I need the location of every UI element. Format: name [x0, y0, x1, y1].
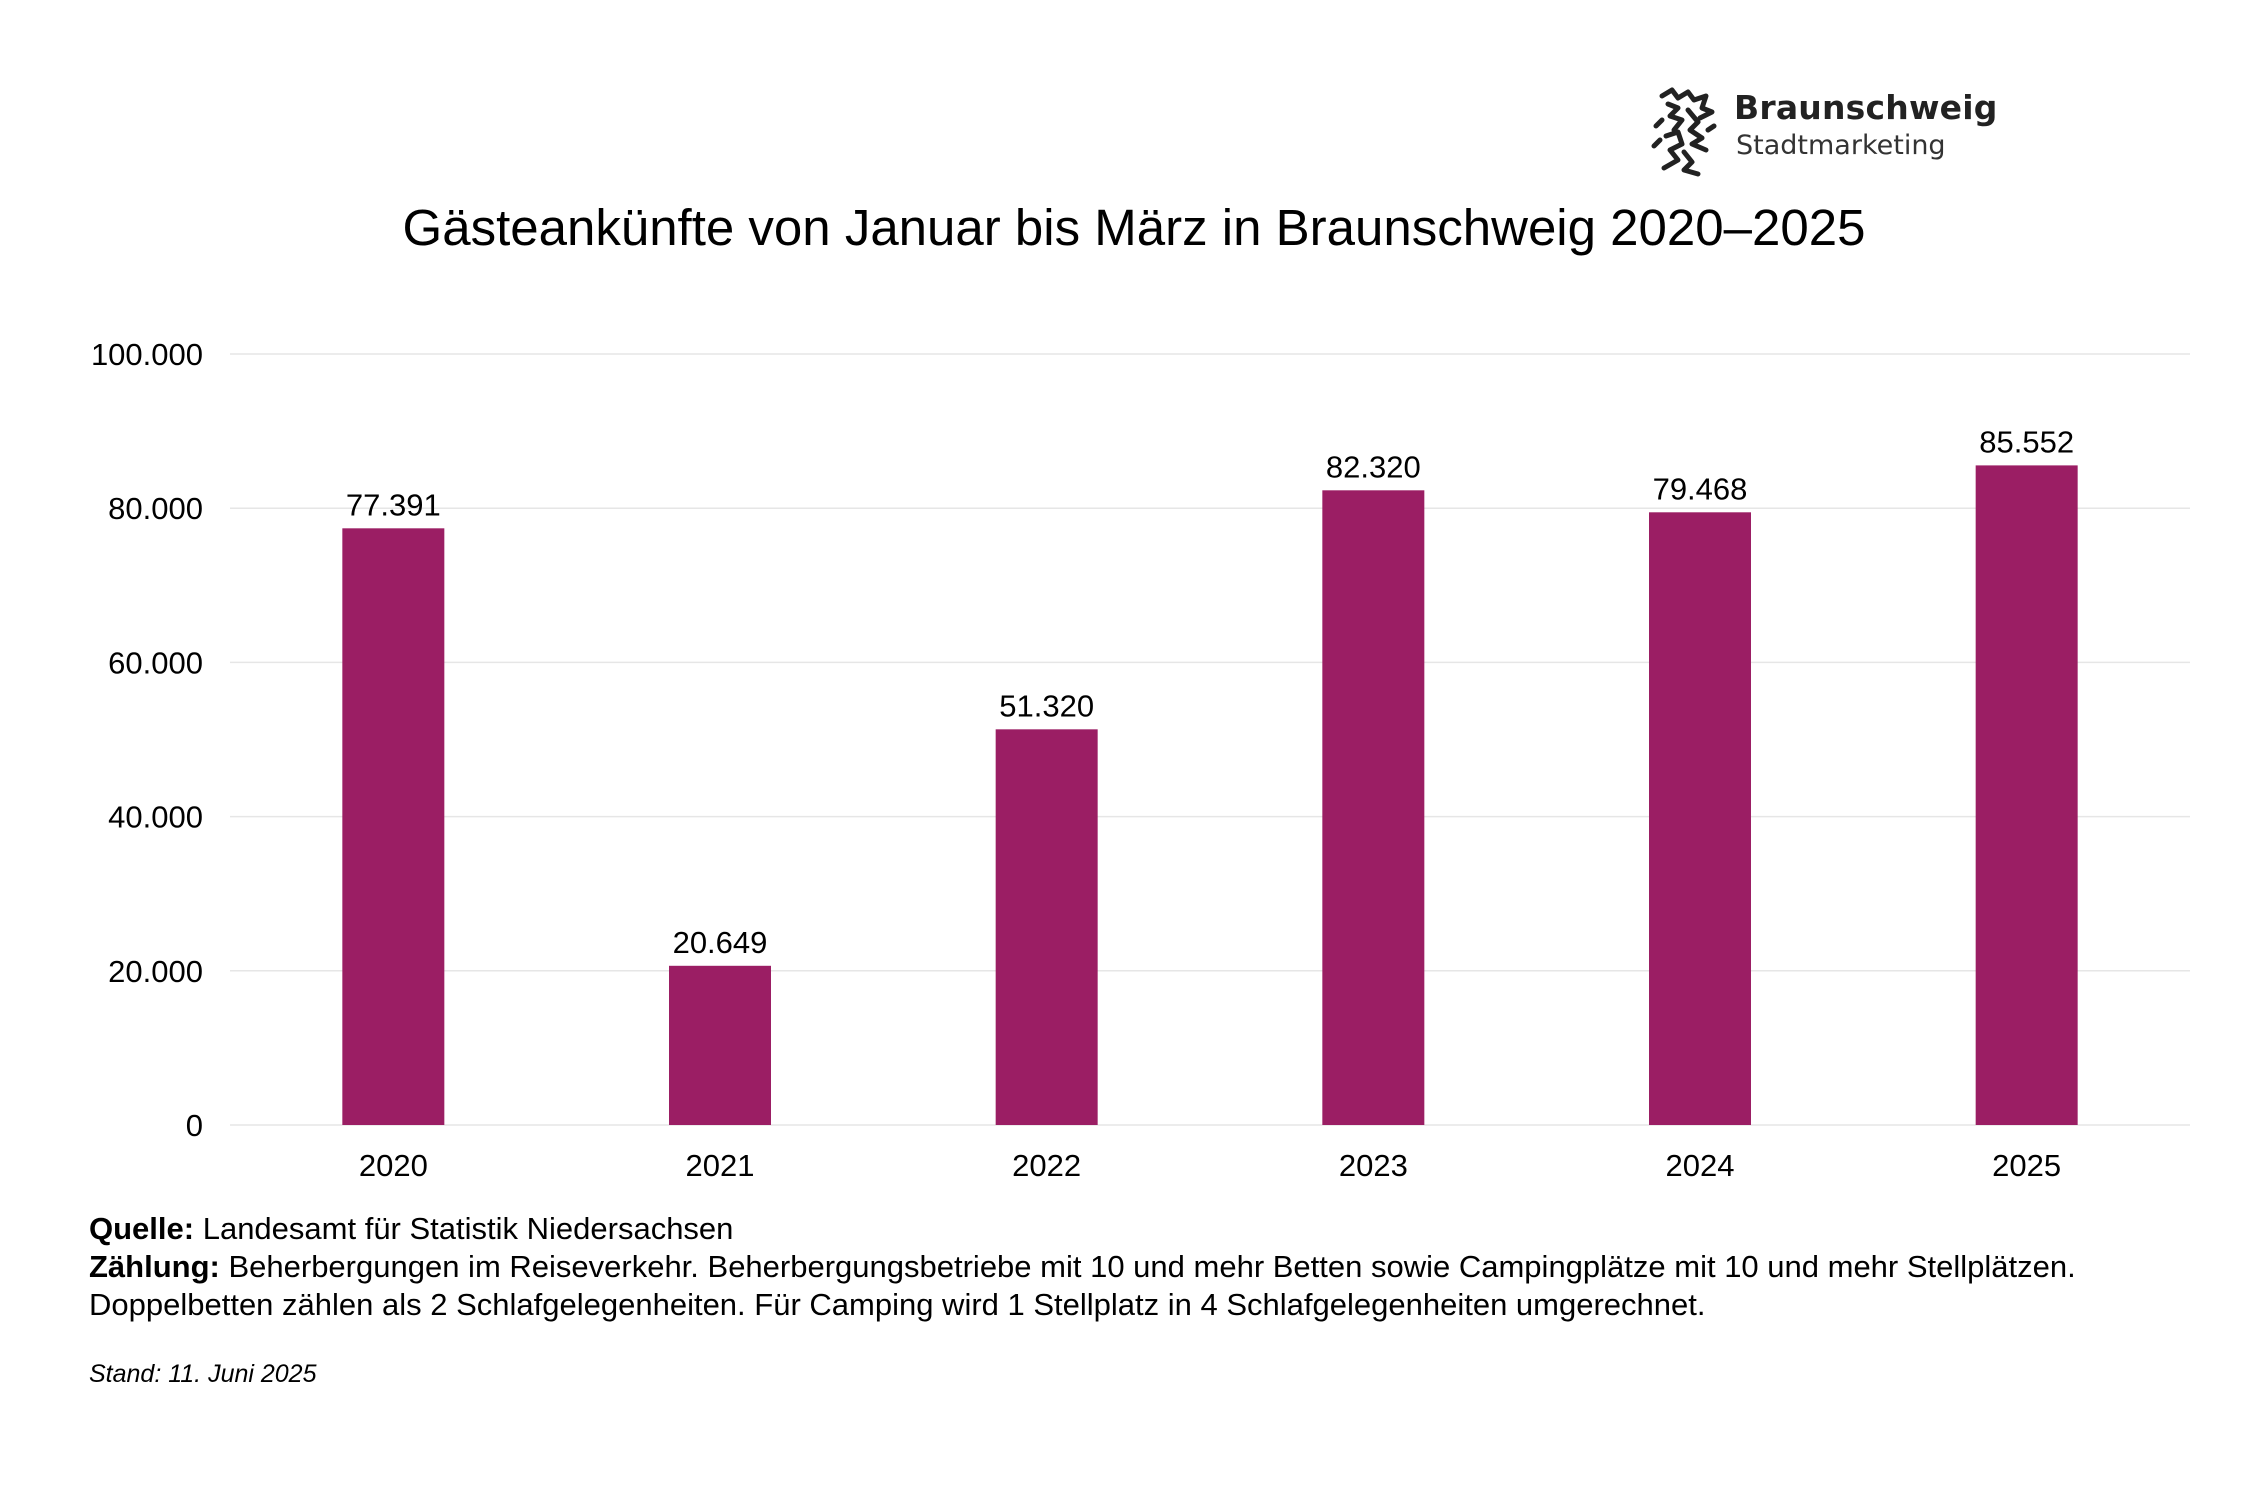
- y-tick-label: 80.000: [108, 491, 203, 526]
- count-label: Zählung:: [89, 1249, 220, 1284]
- y-tick-label: 60.000: [108, 645, 203, 680]
- count-text: Beherbergungen im Reiseverkehr. Beherber…: [219, 1249, 2076, 1284]
- y-tick-label: 0: [186, 1108, 203, 1143]
- x-tick-label-2021: 2021: [686, 1148, 755, 1183]
- y-axis-tick-labels: 0 20.000 40.000 60.000 80.000 100.000: [91, 337, 203, 1143]
- bar-2025: [1975, 465, 2078, 1126]
- logo-name: Braunschweig: [1734, 88, 1998, 127]
- data-label-2022: 51.320: [999, 688, 1094, 723]
- y-tick-label: 100.000: [91, 337, 203, 372]
- source-text: Landesamt für Statistik Niedersachsen: [194, 1211, 734, 1246]
- x-tick-label-2023: 2023: [1339, 1148, 1408, 1183]
- count-note: Zählung: Beherbergungen im Reiseverkehr.…: [89, 1248, 2239, 1286]
- source-note: Quelle: Landesamt für Statistik Niedersa…: [89, 1210, 2239, 1248]
- data-label-2021: 20.649: [673, 925, 768, 960]
- x-axis-tick-labels: 2020 2021 2022 2023 2024 2025: [359, 1148, 2061, 1183]
- y-tick-label: 40.000: [108, 800, 203, 835]
- stand-date: Stand: 11. Juni 2025: [89, 1360, 317, 1388]
- bar-2023: [1322, 490, 1425, 1125]
- grid-lines: [230, 353, 2190, 1126]
- data-labels: 77.391 20.649 51.320 82.320 79.468 85.552: [346, 424, 2074, 959]
- x-tick-label-2024: 2024: [1666, 1148, 1735, 1183]
- count-note-continued: Doppelbetten zählen als 2 Schlafgelegenh…: [89, 1287, 1706, 1322]
- data-label-2025: 85.552: [1979, 424, 2074, 459]
- x-tick-label-2020: 2020: [359, 1148, 428, 1183]
- data-label-2023: 82.320: [1326, 449, 1421, 484]
- chart-notes: Quelle: Landesamt für Statistik Niedersa…: [89, 1210, 2239, 1324]
- bars: [342, 465, 2078, 1126]
- brand-logo: Braunschweig Stadtmarketing: [1648, 86, 1997, 186]
- bar-2021: [669, 965, 771, 1125]
- data-label-2020: 77.391: [346, 487, 441, 522]
- chart-title: Gästeankünfte von Januar bis März in Bra…: [402, 199, 1866, 256]
- lion-crest-icon: [1651, 87, 1717, 177]
- bar-2020: [342, 528, 445, 1125]
- source-label: Quelle:: [89, 1211, 195, 1246]
- bar-2022: [995, 729, 1098, 1125]
- x-tick-label-2025: 2025: [1992, 1148, 2061, 1183]
- data-label-2024: 79.468: [1653, 471, 1748, 506]
- x-tick-label-2022: 2022: [1012, 1148, 1081, 1183]
- logo-subtitle: Stadtmarketing: [1736, 130, 1946, 161]
- y-tick-label: 20.000: [108, 954, 203, 989]
- bar-2024: [1649, 512, 1751, 1125]
